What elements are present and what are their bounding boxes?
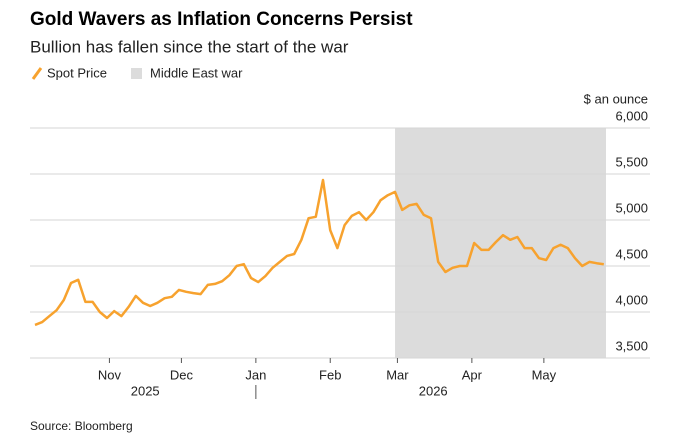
legend-line-icon <box>31 67 43 80</box>
x-tick-label: Dec <box>170 367 194 382</box>
legend-label: Middle East war <box>150 65 243 80</box>
legend-shade-icon <box>131 68 142 79</box>
year-label: 2025 <box>131 383 160 398</box>
x-tick-label: Mar <box>386 367 409 382</box>
x-tick-label: Feb <box>319 367 341 382</box>
chart-title: Gold Wavers as Inflation Concerns Persis… <box>30 9 413 30</box>
y-axis-label: $ an ounce <box>584 91 648 106</box>
y-tick-label: 5,000 <box>615 200 648 215</box>
x-tick-label: May <box>532 367 557 382</box>
y-tick-label: 4,500 <box>615 246 648 261</box>
y-tick-label: 5,500 <box>615 154 648 169</box>
shaded-region <box>395 128 606 358</box>
source: Source: Bloomberg <box>30 419 133 433</box>
x-tick-label: Jan <box>245 367 266 382</box>
legend-label: Spot Price <box>47 65 107 80</box>
y-tick-label: 6,000 <box>615 108 648 123</box>
x-tick-label: Nov <box>98 367 122 382</box>
y-tick-label: 3,500 <box>615 338 648 353</box>
year-label: 2026 <box>419 383 448 398</box>
x-tick-label: Apr <box>462 367 483 382</box>
y-tick-label: 4,000 <box>615 292 648 307</box>
price-line <box>34 178 604 327</box>
chart-subtitle: Bullion has fallen since the start of th… <box>30 37 349 56</box>
